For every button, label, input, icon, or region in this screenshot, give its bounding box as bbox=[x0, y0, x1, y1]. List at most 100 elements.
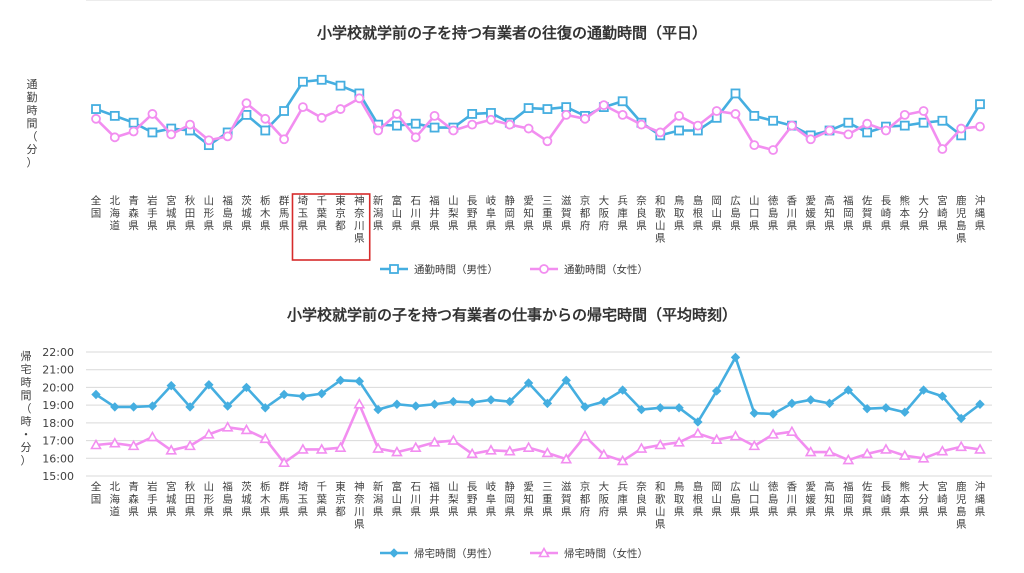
data-point bbox=[485, 444, 497, 455]
data-point bbox=[335, 80, 346, 91]
y-tick-label: 18:00 bbox=[42, 417, 74, 430]
x-tick-label: 北海道 bbox=[110, 481, 121, 518]
x-tick-label: 岐阜県 bbox=[486, 480, 497, 518]
data-point bbox=[561, 375, 571, 386]
data-point bbox=[823, 445, 836, 457]
data-point bbox=[522, 441, 535, 452]
data-point bbox=[447, 434, 460, 445]
data-point bbox=[787, 398, 797, 409]
y-tick-label: 17:00 bbox=[42, 435, 74, 448]
x-tick-label: 福井県 bbox=[429, 194, 440, 232]
data-point bbox=[353, 398, 366, 409]
legend-label: 通勤時間（女性） bbox=[564, 263, 648, 276]
data-point bbox=[579, 430, 591, 441]
y-tick-label: 120 bbox=[53, 0, 74, 3]
x-tick-label: 新潟県 bbox=[373, 194, 384, 232]
x-tick-label: 熊本県 bbox=[900, 194, 911, 232]
x-tick-label: 長野県 bbox=[467, 481, 478, 518]
x-tick-label: 奈良県 bbox=[636, 480, 647, 518]
data-point bbox=[91, 113, 101, 124]
data-point bbox=[674, 403, 684, 413]
data-point bbox=[297, 102, 308, 112]
data-point bbox=[749, 110, 760, 121]
data-point bbox=[636, 119, 647, 130]
data-point bbox=[467, 397, 477, 408]
data-point bbox=[862, 403, 872, 414]
data-point bbox=[881, 125, 891, 136]
x-tick-label: 秋田県 bbox=[185, 194, 196, 232]
x-tick-label: 石川県 bbox=[410, 195, 421, 232]
data-point bbox=[147, 127, 158, 138]
data-point bbox=[391, 445, 403, 457]
data-point bbox=[128, 126, 139, 137]
x-tick-label: 沖縄県 bbox=[975, 194, 986, 232]
data-point bbox=[448, 396, 459, 407]
x-tick-label: 富山県 bbox=[392, 194, 403, 232]
data-point bbox=[165, 444, 178, 455]
y-tick-label: 20:00 bbox=[42, 381, 74, 394]
y-tick-label: 30 bbox=[60, 0, 74, 3]
data-point bbox=[730, 88, 741, 99]
x-tick-label: 広島県 bbox=[730, 480, 741, 518]
data-point bbox=[505, 396, 515, 407]
data-point bbox=[373, 125, 384, 136]
data-point bbox=[580, 402, 590, 412]
x-tick-label: 鳥取県 bbox=[674, 194, 685, 232]
x-tick-label: 福井県 bbox=[429, 480, 440, 518]
data-point bbox=[203, 135, 214, 146]
x-tick-label: 長崎県 bbox=[881, 481, 892, 518]
data-point bbox=[597, 448, 610, 460]
x-tick-label: 大阪府 bbox=[599, 194, 610, 232]
x-tick-label: 東京都 bbox=[335, 194, 346, 232]
data-point bbox=[749, 408, 760, 418]
return-time-chart: 15:00 16:00 17:00 18:00 19:00 20:00 21:00 22:00… bbox=[21, 346, 992, 560]
data-point bbox=[523, 103, 534, 113]
data-point bbox=[975, 399, 985, 409]
data-point bbox=[184, 439, 196, 451]
x-tick-label: 長野県 bbox=[467, 195, 478, 232]
x-tick-label: 富山県 bbox=[392, 480, 403, 518]
data-point bbox=[91, 104, 101, 114]
x-tick-label: 佐賀県 bbox=[862, 194, 873, 232]
data-point bbox=[523, 123, 534, 134]
x-tick-label: 大分県 bbox=[918, 194, 929, 232]
legend-marker bbox=[389, 264, 399, 274]
data-point bbox=[279, 134, 289, 145]
x-tick-label: 高知県 bbox=[824, 480, 835, 518]
data-point bbox=[918, 106, 929, 116]
x-tick-label: 埼玉県 bbox=[298, 194, 309, 232]
x-tick-label: 群馬県 bbox=[279, 480, 290, 518]
x-tick-label: 福岡県 bbox=[843, 194, 854, 232]
legend-marker bbox=[389, 548, 399, 558]
data-point bbox=[297, 443, 309, 454]
x-tick-label: 和歌山県 bbox=[655, 195, 666, 245]
data-point bbox=[843, 117, 854, 128]
data-point bbox=[147, 109, 158, 119]
data-point bbox=[729, 430, 742, 441]
data-point bbox=[787, 120, 797, 131]
data-point bbox=[127, 439, 140, 451]
data-point bbox=[710, 433, 723, 444]
x-tick-label: 神奈川県 bbox=[354, 194, 365, 245]
data-point bbox=[335, 375, 346, 386]
data-point bbox=[806, 395, 816, 405]
data-point bbox=[805, 134, 816, 145]
x-tick-label: 岡山県 bbox=[711, 195, 722, 232]
data-point bbox=[298, 391, 308, 401]
x-tick-label: 沖縄県 bbox=[975, 480, 986, 518]
data-point bbox=[185, 402, 195, 412]
data-point bbox=[354, 93, 365, 104]
x-tick-label: 和歌山県 bbox=[655, 481, 666, 531]
data-point bbox=[748, 439, 761, 451]
data-point bbox=[636, 404, 647, 415]
x-tick-label: 兵庫県 bbox=[617, 480, 628, 518]
data-point bbox=[561, 102, 572, 112]
data-point bbox=[128, 402, 139, 412]
x-tick-label: 宮崎県 bbox=[937, 194, 948, 232]
x-tick-label: 香川県 bbox=[787, 481, 798, 518]
data-point bbox=[410, 118, 421, 129]
legend-label: 帰宅時間（男性） bbox=[414, 547, 498, 560]
data-point bbox=[392, 120, 402, 131]
data-point bbox=[429, 110, 440, 121]
data-point bbox=[974, 443, 986, 454]
